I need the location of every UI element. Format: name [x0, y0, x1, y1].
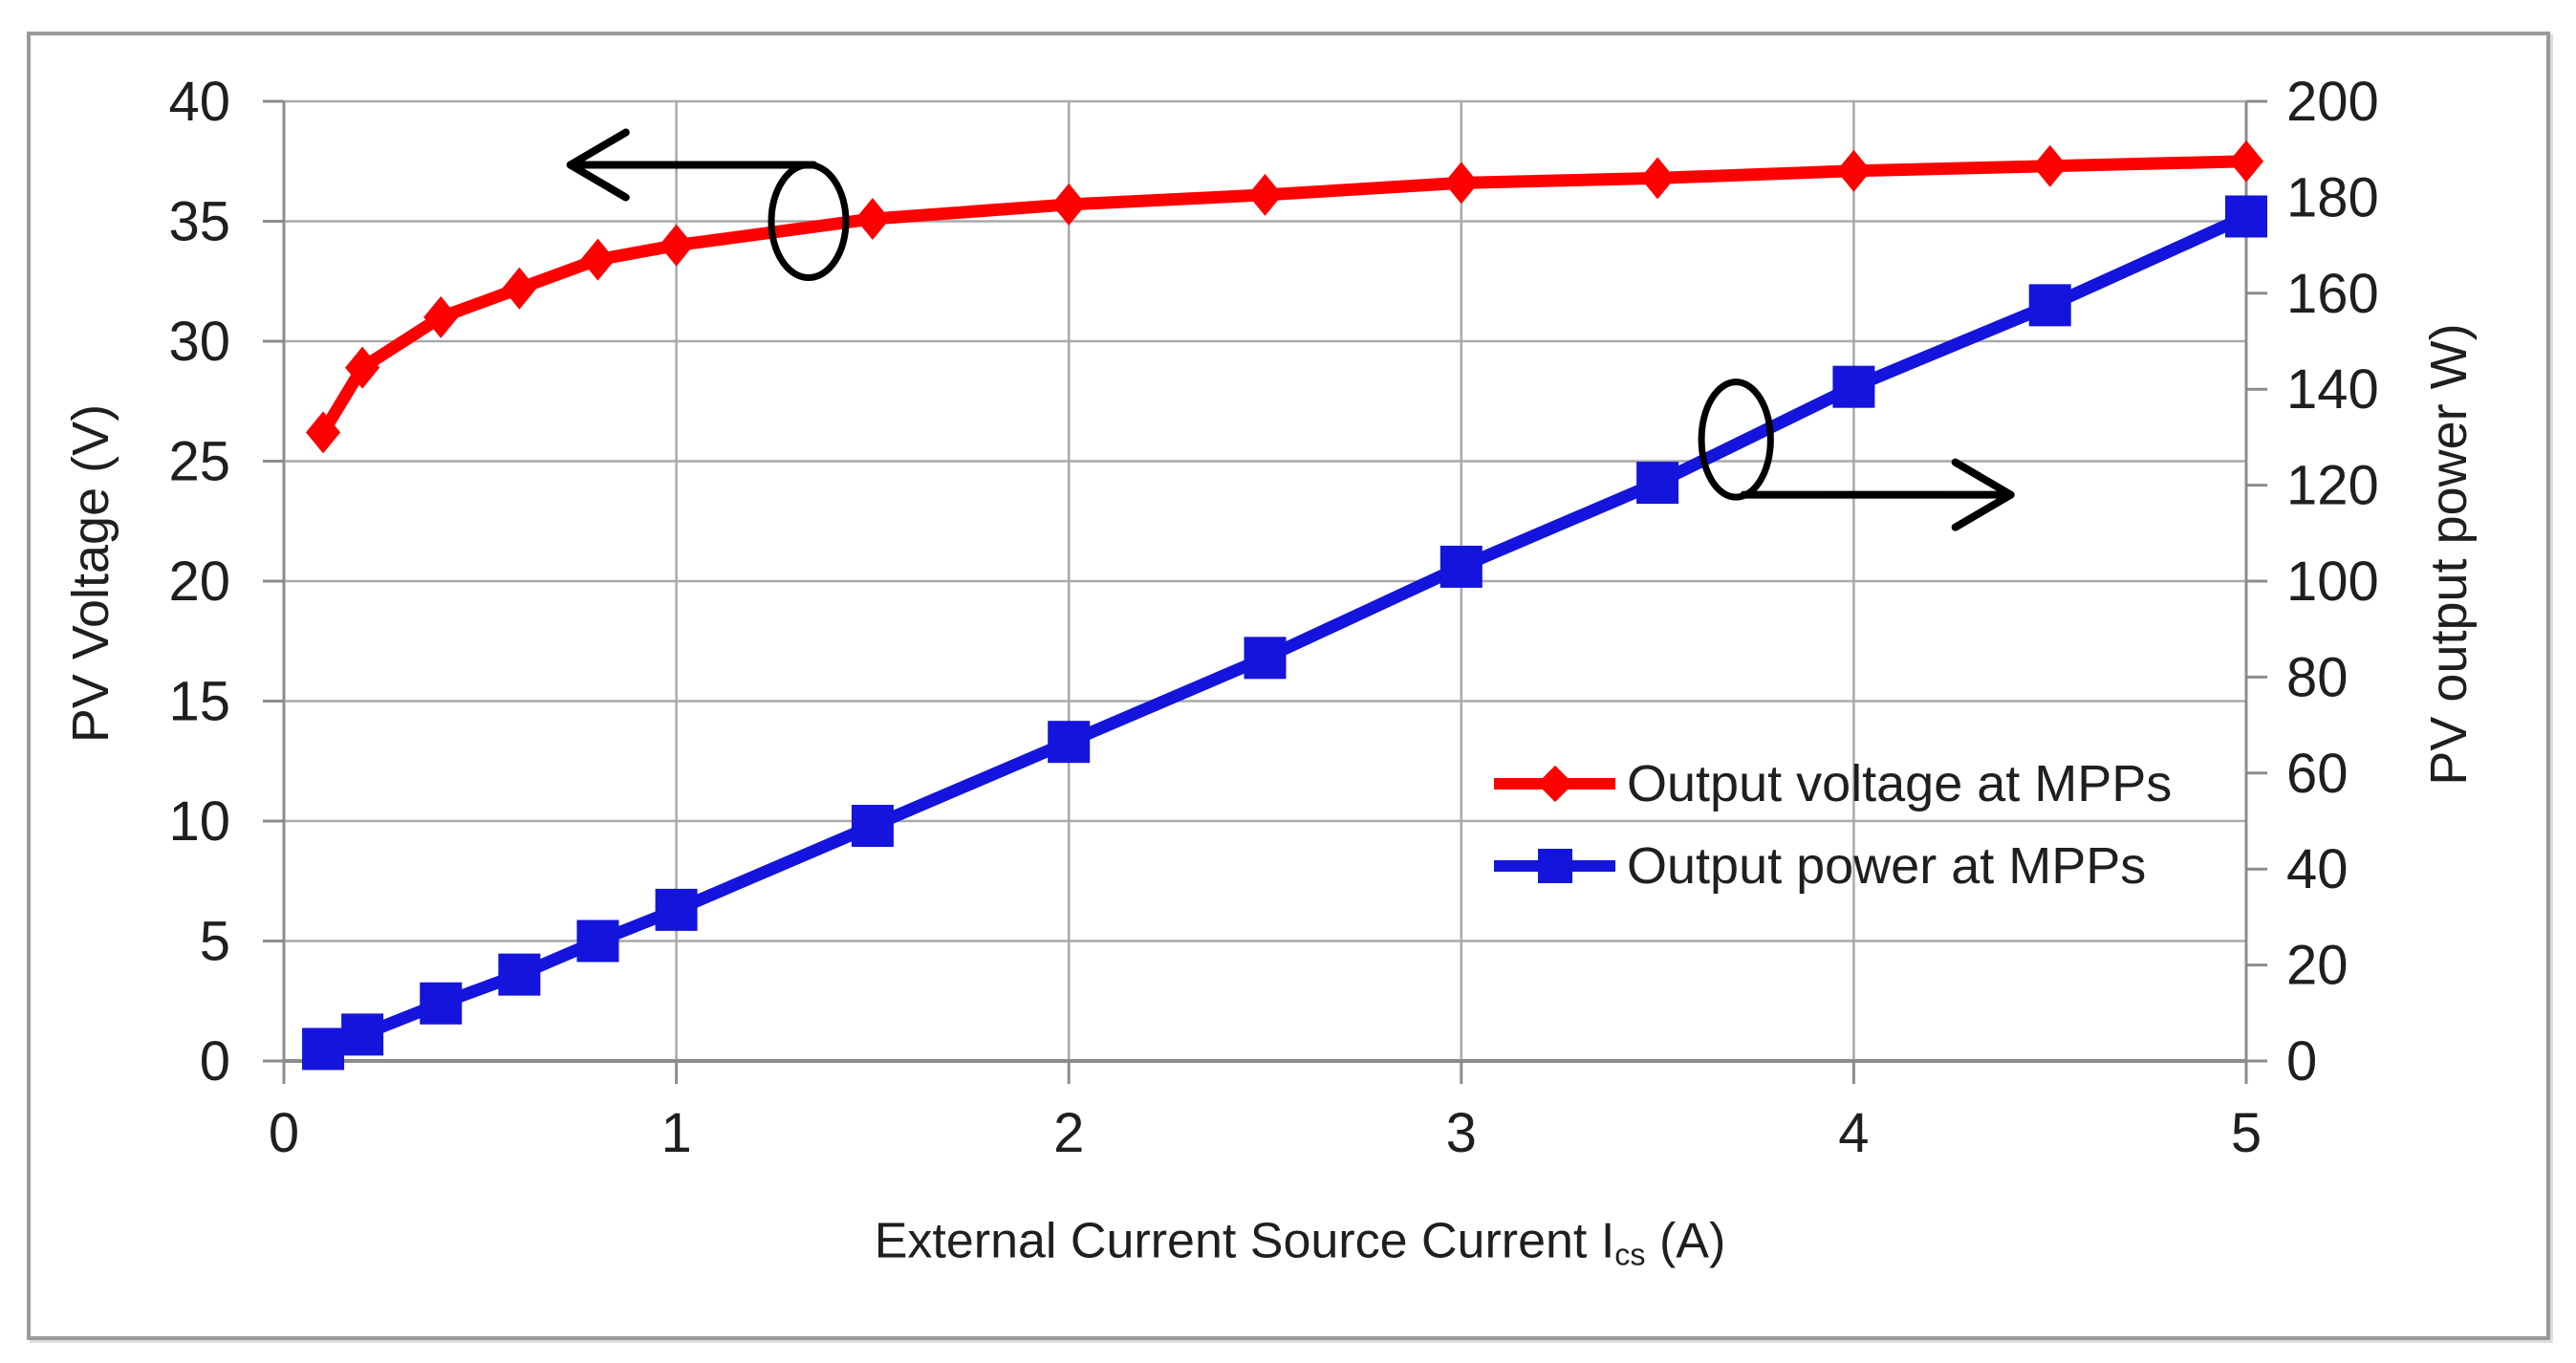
legend-label-power: Output power at MPPs [1627, 837, 2147, 895]
power-ellipse-annotation [1698, 379, 1774, 501]
power-data-point [2028, 284, 2071, 327]
x-tick-label: 2 [1053, 1102, 1084, 1164]
y-right-tick-label: 20 [2286, 935, 2349, 997]
legend-item-power: Output power at MPPs [1494, 836, 2146, 896]
y-right-tick-label: 60 [2286, 743, 2349, 805]
y-left-tick-label: 40 [168, 71, 230, 133]
power-data-point [1244, 637, 1287, 680]
power-legend-marker-icon [1494, 843, 1615, 889]
y-left-tick-label: 25 [168, 431, 230, 493]
y-left-tick-label: 20 [168, 551, 230, 613]
y-right-tick-label: 120 [2286, 455, 2379, 517]
x-tick-label: 0 [269, 1102, 299, 1164]
x-tick-label: 1 [660, 1102, 691, 1164]
square-marker-icon [1537, 849, 1572, 883]
legend-label-voltage: Output voltage at MPPs [1627, 755, 2173, 812]
y-left-tick-label: 10 [168, 790, 230, 853]
power-data-point [498, 953, 541, 996]
y-left-tick-label: 5 [200, 911, 230, 973]
power-data-point [576, 919, 619, 963]
figure-border [27, 32, 2550, 1340]
voltage-data-point [2228, 140, 2264, 183]
voltage-data-point [1640, 157, 1676, 200]
power-data-point [341, 1013, 384, 1056]
power-data-point [655, 888, 698, 931]
voltage-data-point [2032, 144, 2067, 187]
voltage-data-point [306, 411, 341, 454]
power-data-point [1440, 545, 1483, 588]
y-right-tick-label: 160 [2286, 263, 2379, 325]
voltage-data-point [1836, 149, 1872, 192]
y-right-tick-label: 40 [2286, 838, 2349, 900]
x-axis-title-unit: (A) [1645, 1213, 1726, 1269]
power-data-point [1048, 721, 1091, 764]
x-tick-label: 4 [1838, 1102, 1869, 1164]
y-right-tick-label: 180 [2286, 166, 2379, 228]
left-arrowhead-icon [566, 128, 630, 202]
y-left-tick-label: 30 [168, 311, 230, 373]
voltage-data-point [1443, 162, 1479, 205]
x-axis-title-text: External Current Source Current I [874, 1213, 1615, 1269]
y-left-tick-label: 35 [168, 191, 230, 253]
diamond-marker-icon [1536, 765, 1573, 803]
y-right-tick-label: 0 [2286, 1030, 2317, 1093]
x-axis-title-subscript: cs [1614, 1237, 1646, 1272]
y-right-tick-label: 100 [2286, 551, 2379, 613]
power-data-point [1832, 365, 1875, 408]
right-arrowhead-icon [1951, 458, 2015, 531]
y-axis-left-title: PV Voltage (V) [62, 403, 119, 744]
voltage-data-point [423, 295, 459, 338]
x-tick-label: 5 [2231, 1102, 2262, 1164]
power-data-point [302, 1028, 345, 1071]
voltage-data-point [1247, 173, 1283, 216]
power-data-point [1636, 462, 1679, 505]
voltage-data-point [580, 238, 616, 281]
voltage-data-point [1051, 183, 1087, 226]
voltage-data-point [502, 267, 537, 310]
voltage-series-line [316, 155, 2253, 439]
y-right-tick-label: 80 [2286, 646, 2349, 708]
y-right-tick-label: 200 [2286, 71, 2379, 133]
voltage-data-point [855, 197, 890, 240]
power-data-point [2225, 195, 2267, 238]
voltage-legend-marker-icon [1494, 761, 1615, 807]
power-data-point [420, 982, 463, 1025]
y-left-tick-label: 0 [200, 1030, 230, 1093]
legend-item-voltage: Output voltage at MPPs [1494, 754, 2172, 813]
voltage-data-point [659, 224, 694, 267]
power-data-point [851, 805, 894, 848]
y-axis-right-title: PV output power W) [2420, 323, 2478, 786]
y-left-tick-label: 15 [168, 671, 230, 733]
voltage-data-point [345, 346, 380, 389]
y-right-tick-label: 140 [2286, 358, 2379, 421]
x-tick-label: 3 [1446, 1102, 1477, 1164]
x-axis-title: External Current Source Current Ics (A) [875, 1212, 1726, 1272]
